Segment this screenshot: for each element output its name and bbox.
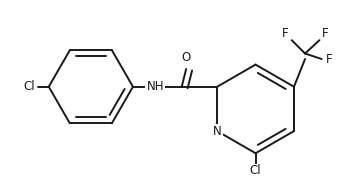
Text: O: O <box>182 51 191 64</box>
Text: F: F <box>322 27 328 40</box>
Text: Cl: Cl <box>250 164 261 177</box>
Text: NH: NH <box>146 80 164 93</box>
Text: Cl: Cl <box>23 80 35 93</box>
Text: N: N <box>213 125 221 138</box>
Text: F: F <box>326 53 333 66</box>
Text: F: F <box>282 27 288 40</box>
